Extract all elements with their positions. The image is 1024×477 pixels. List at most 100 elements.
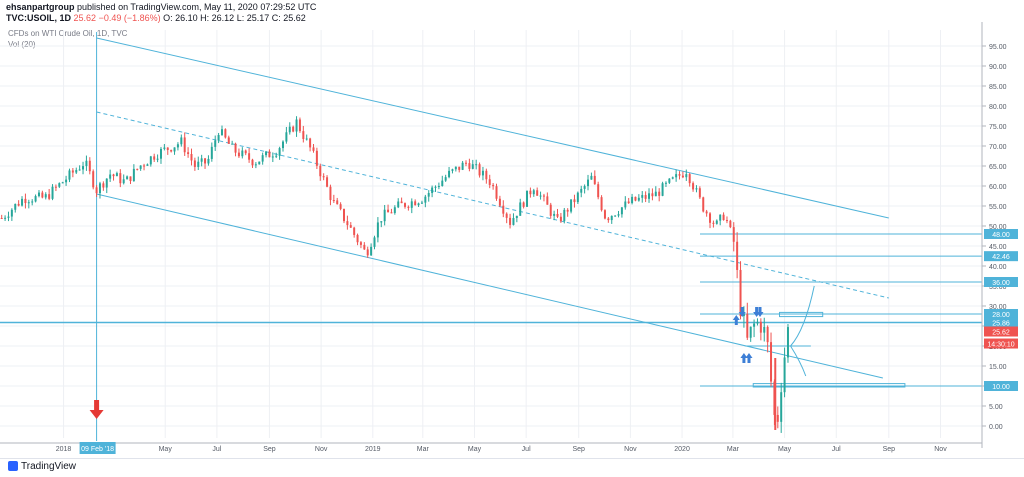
candle-body [132, 168, 135, 182]
x-tick-label: Mar [417, 446, 430, 453]
candle [237, 148, 240, 158]
candle [695, 185, 698, 193]
candle [305, 134, 308, 141]
candle-body [329, 186, 332, 201]
candle [620, 206, 623, 218]
candle-body [570, 199, 573, 212]
candle-body [620, 207, 623, 215]
candle-body [556, 213, 559, 217]
candle-body [44, 194, 47, 198]
candle [536, 187, 539, 196]
candle-body [532, 190, 535, 195]
candle [98, 181, 101, 199]
candle-body [336, 200, 339, 205]
candle-body [227, 137, 230, 144]
author-name[interactable]: ehsanpartgroup [6, 2, 75, 12]
candle-body [353, 227, 356, 235]
candle [526, 190, 529, 207]
candle [495, 183, 498, 201]
candle-body [553, 213, 556, 216]
candle [786, 324, 789, 363]
candle [102, 181, 105, 191]
x-tick-label: Sep [572, 446, 585, 453]
candlesticks [0, 116, 789, 433]
candle [559, 212, 562, 223]
candle [736, 232, 739, 279]
candle-body [722, 214, 725, 221]
candle-body [529, 190, 532, 195]
candle-body [559, 216, 562, 222]
candle [220, 125, 223, 136]
candle-body [607, 218, 610, 221]
date-marker-label: 09 Feb '18 [81, 446, 114, 453]
candle-body [183, 137, 186, 153]
candle-body [366, 249, 369, 256]
candle [85, 155, 88, 171]
symbol-label: TVC:USOIL, 1D [6, 13, 72, 23]
candle [41, 190, 44, 199]
candle-body [105, 178, 108, 188]
candle [410, 198, 413, 214]
candle-body [237, 152, 240, 157]
candle [580, 185, 583, 198]
candle-body [271, 156, 274, 158]
candle [488, 174, 491, 189]
candle [271, 152, 274, 163]
candle-body [644, 195, 647, 199]
candle [529, 187, 532, 198]
candle-body [397, 201, 400, 208]
candle [295, 116, 298, 137]
price-chart[interactable]: 0.005.0010.0015.0020.0025.0030.0035.0040… [0, 0, 1024, 458]
candle-body [204, 158, 207, 164]
candle [4, 215, 7, 221]
candle-body [234, 143, 237, 153]
candle-body [583, 186, 586, 189]
candle [258, 161, 261, 165]
candle [498, 195, 501, 208]
candle [363, 242, 366, 250]
candle-body [654, 191, 657, 197]
tradingview-logo[interactable]: TradingView [8, 461, 76, 472]
candle [583, 184, 586, 194]
candle-body [383, 209, 386, 222]
price-value: 25.62 [73, 13, 97, 23]
candle [448, 166, 451, 179]
candle [692, 181, 695, 192]
candle-body [688, 174, 691, 184]
x-tick-label: Jul [212, 446, 221, 453]
down-arrow-icon [738, 307, 746, 317]
candle-body [742, 313, 745, 317]
candle-body [75, 170, 78, 173]
candle-body [48, 194, 51, 199]
candle [614, 215, 617, 217]
up-arrow-icon [740, 353, 748, 363]
candle-body [309, 138, 312, 148]
candle [505, 212, 508, 224]
candle-body [729, 220, 732, 228]
candle-body [668, 178, 671, 183]
candle [204, 157, 207, 169]
candle-body [207, 158, 210, 164]
candle-body [0, 218, 3, 219]
candle [664, 181, 667, 187]
candle [244, 149, 247, 156]
candle [153, 153, 156, 162]
candle [675, 169, 678, 182]
candle-body [705, 211, 708, 214]
candle [634, 196, 637, 202]
y-tick-label: 95.00 [989, 44, 1007, 51]
candle [549, 202, 552, 219]
candle [404, 202, 407, 209]
candle [359, 241, 362, 249]
candle [339, 202, 342, 211]
candle [281, 140, 284, 152]
candle-body [739, 269, 742, 317]
price-axis: 0.005.0010.0015.0020.0025.0030.0035.0040… [981, 22, 1018, 448]
x-tick-label: Nov [315, 446, 328, 453]
candle-body [214, 140, 217, 147]
candle [278, 146, 281, 160]
level-badge [984, 229, 1018, 239]
candle-body [709, 213, 712, 223]
y-tick-label: 45.00 [989, 244, 1007, 251]
candle-body [27, 202, 30, 204]
